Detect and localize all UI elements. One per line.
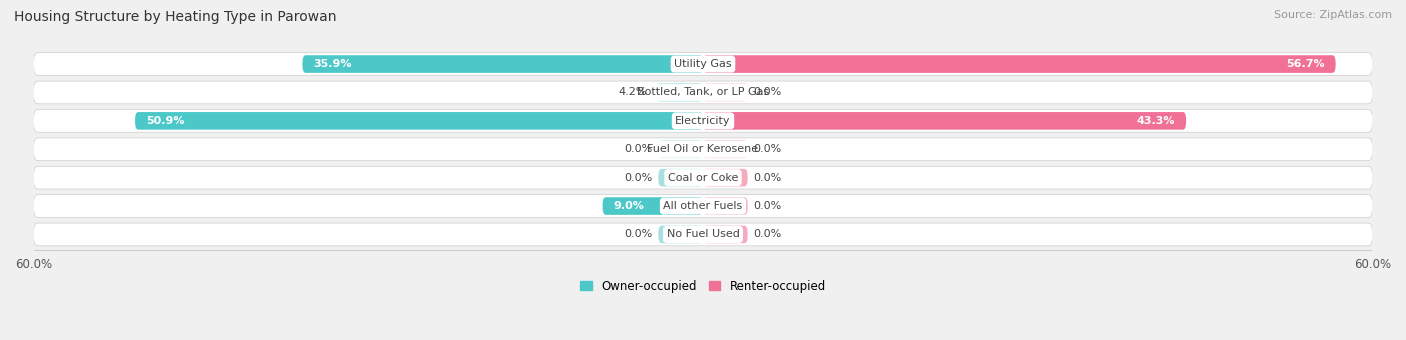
Text: Coal or Coke: Coal or Coke (668, 173, 738, 183)
Text: 4.2%: 4.2% (619, 87, 647, 98)
FancyBboxPatch shape (658, 226, 703, 243)
Text: No Fuel Used: No Fuel Used (666, 230, 740, 239)
Text: 0.0%: 0.0% (624, 230, 652, 239)
FancyBboxPatch shape (302, 55, 703, 73)
Text: All other Fuels: All other Fuels (664, 201, 742, 211)
Text: 0.0%: 0.0% (754, 230, 782, 239)
FancyBboxPatch shape (703, 197, 748, 215)
FancyBboxPatch shape (658, 140, 703, 158)
FancyBboxPatch shape (703, 55, 1336, 73)
Text: Source: ZipAtlas.com: Source: ZipAtlas.com (1274, 10, 1392, 20)
Text: 35.9%: 35.9% (314, 59, 352, 69)
Text: 0.0%: 0.0% (754, 201, 782, 211)
Text: 9.0%: 9.0% (614, 201, 644, 211)
Text: 0.0%: 0.0% (754, 144, 782, 154)
FancyBboxPatch shape (34, 138, 1372, 160)
Text: 0.0%: 0.0% (754, 87, 782, 98)
Text: Bottled, Tank, or LP Gas: Bottled, Tank, or LP Gas (637, 87, 769, 98)
FancyBboxPatch shape (703, 84, 748, 101)
Text: 0.0%: 0.0% (624, 144, 652, 154)
Text: 56.7%: 56.7% (1286, 59, 1324, 69)
FancyBboxPatch shape (34, 223, 1372, 246)
FancyBboxPatch shape (34, 53, 1372, 75)
Text: Fuel Oil or Kerosene: Fuel Oil or Kerosene (647, 144, 759, 154)
Text: 0.0%: 0.0% (624, 173, 652, 183)
Legend: Owner-occupied, Renter-occupied: Owner-occupied, Renter-occupied (579, 279, 827, 293)
FancyBboxPatch shape (703, 226, 748, 243)
FancyBboxPatch shape (703, 112, 1187, 130)
Text: 0.0%: 0.0% (754, 173, 782, 183)
Text: 50.9%: 50.9% (146, 116, 184, 126)
FancyBboxPatch shape (34, 109, 1372, 132)
Text: 43.3%: 43.3% (1136, 116, 1175, 126)
Text: Housing Structure by Heating Type in Parowan: Housing Structure by Heating Type in Par… (14, 10, 336, 24)
FancyBboxPatch shape (658, 169, 703, 186)
FancyBboxPatch shape (703, 140, 748, 158)
FancyBboxPatch shape (703, 169, 748, 186)
FancyBboxPatch shape (34, 81, 1372, 104)
FancyBboxPatch shape (603, 197, 703, 215)
Text: Electricity: Electricity (675, 116, 731, 126)
Text: Utility Gas: Utility Gas (675, 59, 731, 69)
FancyBboxPatch shape (34, 166, 1372, 189)
FancyBboxPatch shape (657, 84, 703, 101)
FancyBboxPatch shape (135, 112, 703, 130)
FancyBboxPatch shape (34, 195, 1372, 217)
